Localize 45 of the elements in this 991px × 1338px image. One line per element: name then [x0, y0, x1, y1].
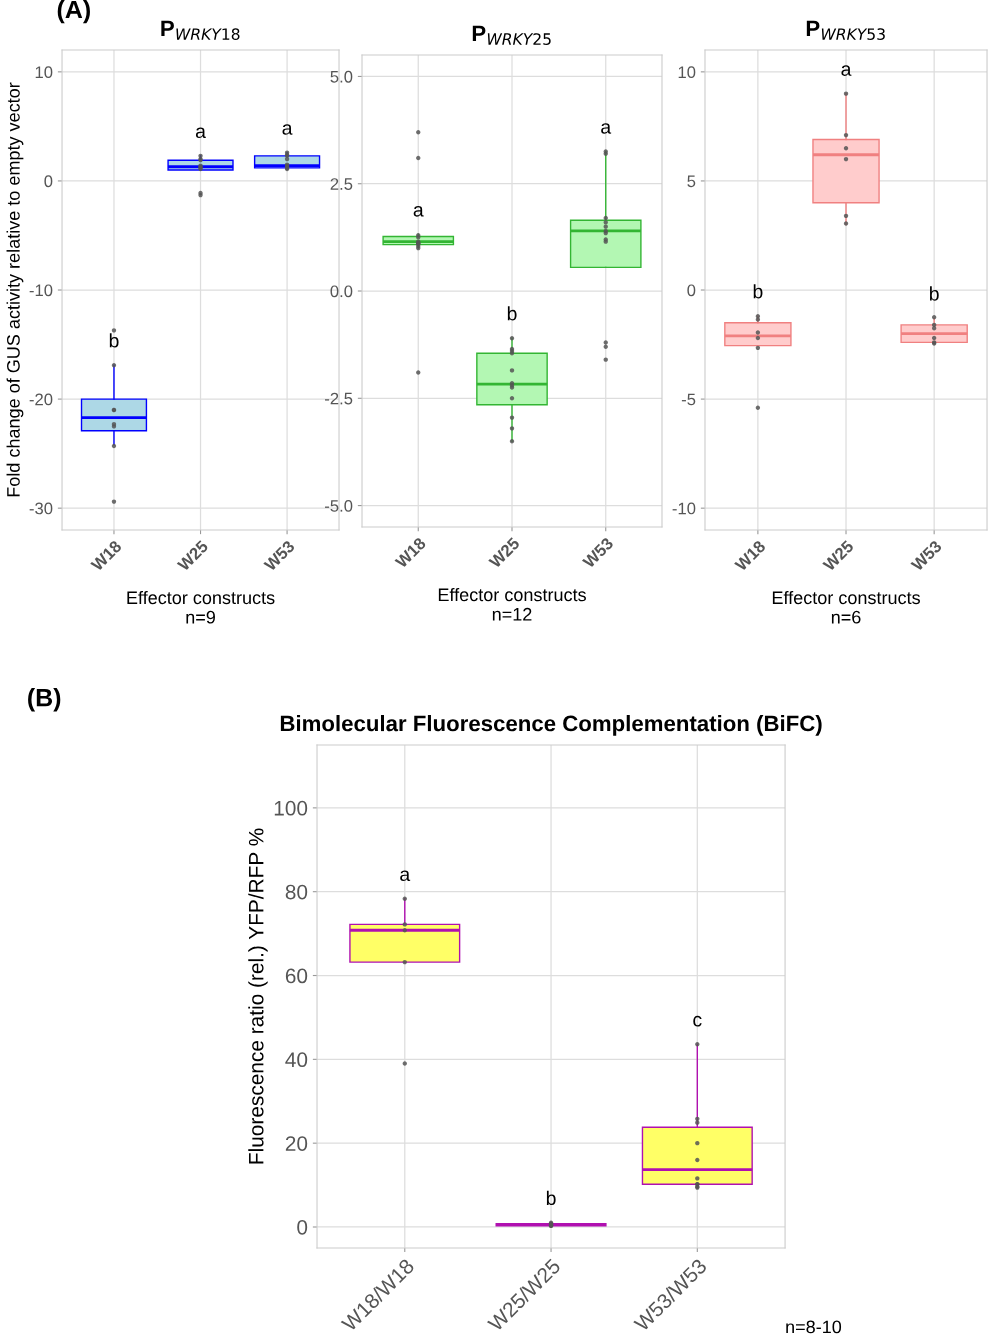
y-tick-label: -30: [29, 502, 53, 515]
y-tick-label: 100: [274, 800, 308, 816]
text: (A): [57, 0, 90, 24]
y-tick-label: -10: [29, 284, 53, 297]
annotation: a: [282, 124, 293, 135]
annotation: a: [400, 870, 411, 882]
y-tick-label: 0: [44, 175, 53, 188]
y-tick-label: 5: [687, 175, 696, 188]
chart-title: P$_{WRKY18}$: [161, 20, 240, 40]
chart-title: P$_{WRKY53}$: [806, 20, 885, 40]
y-tick-label: 2.5: [330, 178, 353, 190]
y-tick-label: -5.0: [325, 499, 353, 512]
annotation: b: [930, 286, 939, 301]
annotation: a: [601, 123, 612, 134]
annotation: b: [753, 284, 763, 299]
x-axis-title: Effector constructs n=6: [772, 590, 920, 624]
y-tick-label: 0: [687, 284, 696, 297]
chart-title: P$_{WRKY25}$: [472, 25, 551, 45]
y-tick-label: -10: [672, 502, 696, 515]
annotation: b: [546, 1190, 556, 1206]
x-axis-title: Effector constructs n=12: [438, 587, 586, 621]
y-tick-label: -2.5: [325, 392, 353, 405]
y-tick-label: -5: [681, 393, 696, 406]
y-tick-label: -20: [29, 393, 53, 406]
annotation: a: [413, 205, 424, 217]
y-tick-label: 5.0: [330, 70, 353, 83]
y-tick-label: 60: [285, 968, 308, 984]
annotation: b: [507, 306, 517, 321]
annotation: a: [195, 127, 206, 139]
y-axis-title: Fold change of GUS activity relative to empty vector: [6, 82, 24, 497]
y-tick-label: 0: [297, 1220, 308, 1235]
y-tick-label: 0.0: [330, 285, 353, 298]
text: n=8-10: [786, 1320, 842, 1334]
y-tick-label: 20: [285, 1136, 308, 1151]
x-axis-title: Effector constructs n=9: [127, 590, 275, 624]
annotation: a: [841, 65, 852, 76]
annotation: b: [109, 333, 119, 348]
chart-title: Bimolecular Fluorescence Complementation (BiFC): [280, 715, 822, 736]
text: (B): [28, 688, 61, 712]
y-tick-label: 80: [285, 884, 308, 900]
y-tick-label: 40: [285, 1052, 308, 1068]
annotation: c: [693, 1015, 702, 1027]
y-tick-label: 10: [678, 66, 696, 79]
y-tick-label: 10: [35, 66, 53, 79]
y-axis-title: Fluorescence ratio (rel.) YFP/RFP %: [248, 828, 268, 1164]
